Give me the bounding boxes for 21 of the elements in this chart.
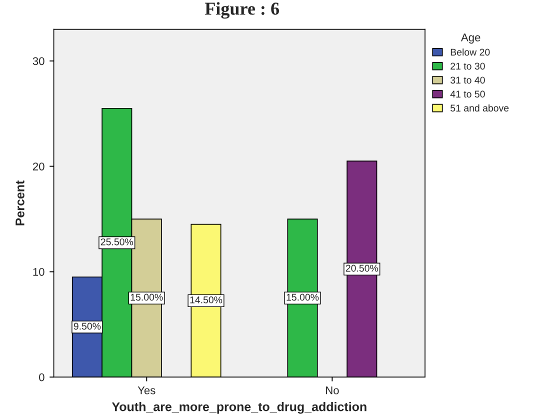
legend-label: Below 20 [450,48,490,56]
y-tick-label: 10 [33,268,44,276]
data-label: 15.00% [130,294,163,301]
legend-label: 51 and above [450,104,509,112]
data-label: 25.50% [100,238,134,246]
x-tick-label: Yes [138,386,156,394]
data-label: 14.50% [190,296,222,304]
x-axis-title: Youth_are_more_prone_to_drug_addiction [112,402,366,414]
y-tick-label: 20 [32,162,44,170]
data-label: 15.00% [286,294,319,301]
y-axis-title: Percent [16,180,24,226]
y-tick-label: 0 [39,373,44,382]
data-label: 9.50% [74,322,101,330]
data-label: 20.50% [346,264,378,272]
chart-title: Figure : 6 [204,2,280,19]
x-tick-label: No [326,386,339,394]
y-tick-label: 30 [32,57,44,66]
legend-label: 31 to 40 [450,76,485,84]
legend-label: 21 to 30 [450,62,485,70]
legend-title: Age [460,34,480,44]
legend-label: 41 to 50 [450,90,485,98]
